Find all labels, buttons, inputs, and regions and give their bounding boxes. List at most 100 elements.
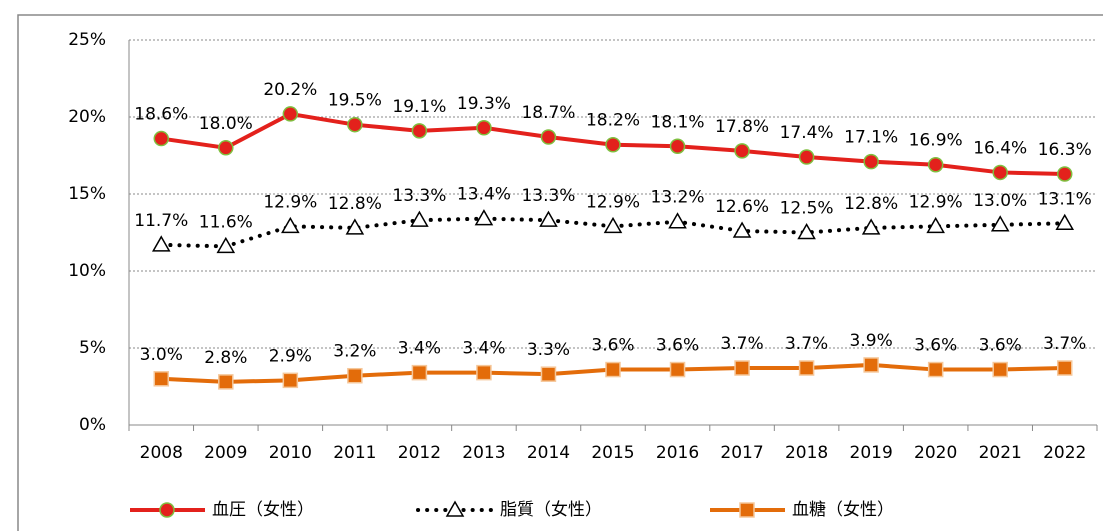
data-label: 3.3% bbox=[527, 340, 570, 360]
legend-marker bbox=[159, 502, 175, 518]
data-point bbox=[605, 361, 621, 378]
x-tick-label: 2022 bbox=[1043, 443, 1086, 463]
data-point bbox=[668, 212, 687, 229]
data-point bbox=[669, 138, 686, 155]
data-label: 17.8% bbox=[715, 117, 769, 137]
data-label: 18.6% bbox=[134, 105, 188, 125]
data-point bbox=[990, 215, 1010, 232]
chart-border bbox=[17, 14, 1103, 531]
data-point bbox=[861, 218, 881, 235]
data-point bbox=[863, 153, 879, 170]
data-point bbox=[992, 361, 1008, 378]
y-tick-label: 15% bbox=[68, 184, 106, 204]
x-tick-label: 2012 bbox=[398, 443, 441, 463]
x-tick-label: 2015 bbox=[591, 443, 634, 463]
data-point bbox=[540, 366, 557, 382]
data-point bbox=[992, 164, 1008, 181]
data-point bbox=[1056, 360, 1073, 376]
data-label: 12.5% bbox=[780, 199, 834, 219]
data-point bbox=[218, 374, 234, 390]
x-tick-label: 2013 bbox=[462, 443, 505, 463]
data-label: 18.0% bbox=[199, 114, 253, 134]
data-label: 2.8% bbox=[204, 348, 247, 368]
x-tick-label: 2017 bbox=[720, 443, 763, 463]
x-tick-label: 2011 bbox=[333, 443, 376, 463]
data-label: 13.1% bbox=[1038, 189, 1092, 209]
data-point bbox=[732, 221, 752, 238]
data-label: 12.8% bbox=[844, 194, 898, 214]
legend-marker bbox=[739, 502, 755, 518]
data-label: 13.4% bbox=[457, 185, 511, 205]
data-point bbox=[282, 106, 299, 122]
data-label: 19.5% bbox=[328, 91, 382, 111]
data-point bbox=[734, 360, 750, 376]
data-point bbox=[603, 216, 623, 234]
data-label: 3.9% bbox=[850, 331, 893, 351]
data-label: 13.0% bbox=[973, 191, 1027, 211]
data-label: 18.1% bbox=[651, 112, 705, 132]
x-tick-label: 2021 bbox=[979, 443, 1022, 463]
data-label: 3.7% bbox=[785, 334, 828, 354]
data-label: 12.9% bbox=[909, 192, 963, 212]
data-label: 13.3% bbox=[392, 186, 446, 206]
data-label: 11.6% bbox=[199, 212, 253, 232]
data-point bbox=[347, 367, 363, 384]
data-point bbox=[410, 210, 429, 227]
y-tick-label: 25% bbox=[68, 30, 106, 50]
data-label: 19.3% bbox=[457, 94, 511, 114]
data-point bbox=[476, 120, 492, 136]
data-label: 16.4% bbox=[973, 138, 1027, 158]
data-point bbox=[605, 136, 621, 153]
x-tick-label: 2016 bbox=[656, 443, 699, 463]
data-label: 20.2% bbox=[263, 80, 317, 100]
data-label: 17.1% bbox=[844, 128, 898, 148]
data-label: 3.4% bbox=[462, 339, 505, 359]
x-tick-label: 2018 bbox=[785, 443, 828, 463]
data-point bbox=[926, 216, 945, 234]
data-label: 12.8% bbox=[328, 194, 382, 214]
data-point bbox=[218, 140, 234, 156]
data-label: 3.6% bbox=[979, 336, 1022, 356]
data-label: 19.1% bbox=[392, 97, 446, 117]
data-point bbox=[1055, 213, 1075, 231]
data-point bbox=[798, 360, 815, 376]
legend-marker bbox=[445, 500, 465, 517]
data-label: 12.9% bbox=[263, 192, 317, 212]
data-label: 2.9% bbox=[269, 346, 312, 366]
legend-label: 血糖（女性） bbox=[792, 500, 894, 520]
data-point bbox=[347, 116, 363, 133]
data-label: 13.2% bbox=[651, 188, 705, 208]
data-point bbox=[1056, 166, 1073, 182]
x-tick-label: 2014 bbox=[527, 443, 570, 463]
data-label: 12.6% bbox=[715, 197, 769, 217]
x-tick-label: 2009 bbox=[204, 443, 247, 463]
data-point bbox=[153, 130, 170, 147]
data-point bbox=[151, 235, 171, 252]
data-label: 3.6% bbox=[591, 336, 634, 356]
data-label: 3.0% bbox=[140, 345, 183, 365]
data-label: 18.7% bbox=[521, 103, 575, 123]
legend-label: 血圧（女性） bbox=[212, 500, 314, 520]
data-point bbox=[474, 209, 494, 226]
data-point bbox=[669, 361, 686, 378]
data-label: 3.7% bbox=[720, 334, 763, 354]
data-label: 3.2% bbox=[333, 342, 376, 362]
data-label: 3.4% bbox=[398, 339, 441, 359]
data-point bbox=[282, 372, 299, 389]
y-tick-label: 0% bbox=[79, 415, 106, 435]
data-point bbox=[345, 218, 365, 235]
y-tick-label: 5% bbox=[79, 338, 106, 358]
data-label: 16.3% bbox=[1038, 140, 1092, 160]
data-point bbox=[927, 156, 944, 173]
data-label: 18.2% bbox=[586, 111, 640, 131]
data-label: 11.7% bbox=[134, 211, 188, 231]
x-tick-label: 2019 bbox=[850, 443, 893, 463]
data-label: 12.9% bbox=[586, 192, 640, 212]
x-tick-label: 2010 bbox=[269, 443, 312, 463]
data-point bbox=[476, 364, 492, 381]
data-label: 16.9% bbox=[909, 131, 963, 151]
x-tick-label: 2008 bbox=[140, 443, 183, 463]
data-point bbox=[927, 361, 944, 378]
y-tick-label: 20% bbox=[68, 107, 106, 127]
data-point bbox=[540, 129, 557, 145]
